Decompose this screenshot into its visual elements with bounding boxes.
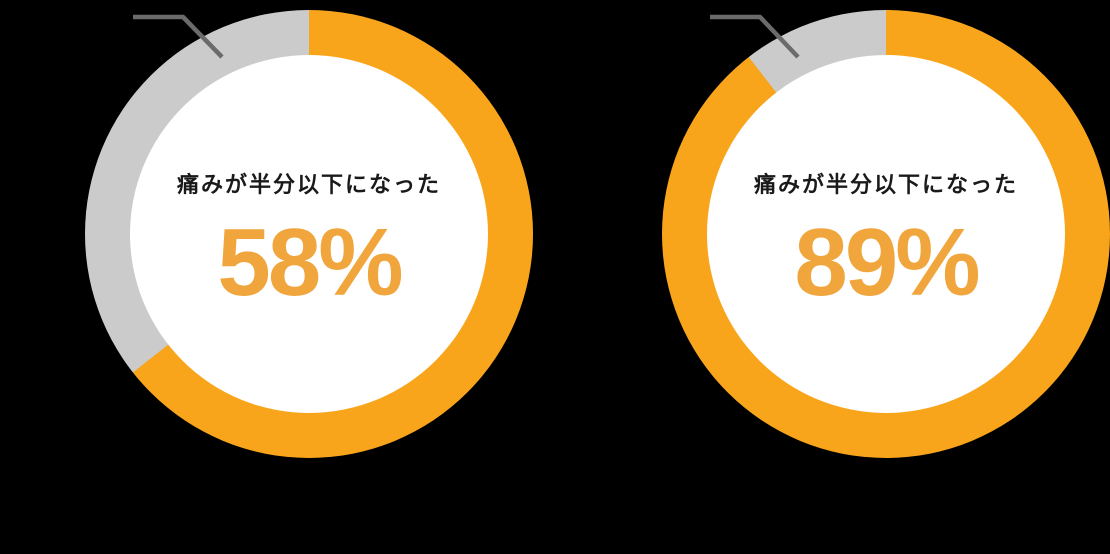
donut-center-label: 痛みが半分以下になった <box>753 172 1018 197</box>
donut-hole <box>707 55 1065 413</box>
donut-chart-left: 痛みが半分以下になった 58% <box>85 10 533 458</box>
donut-chart-right: 痛みが半分以下になった 89% <box>662 10 1110 458</box>
donut-center-value: 58% <box>217 209 403 316</box>
donut-hole <box>130 55 488 413</box>
donut-center-label: 痛みが半分以下になった <box>176 172 441 197</box>
donut-center-value: 89% <box>794 209 980 316</box>
